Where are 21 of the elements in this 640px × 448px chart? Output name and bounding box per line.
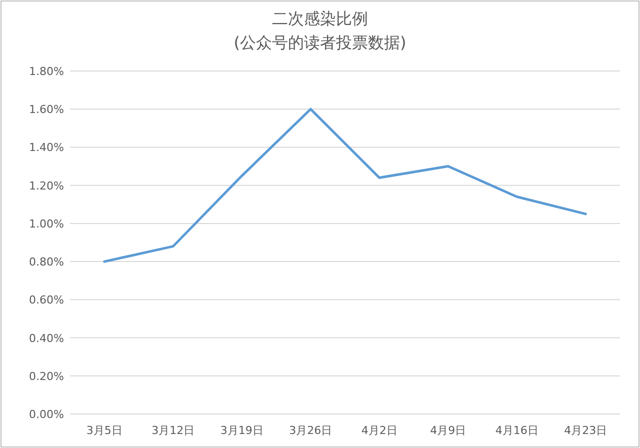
x-tick-label: 3月19日 (220, 424, 264, 437)
x-tick-label: 4月9日 (430, 424, 466, 437)
y-tick-label: 1.40% (29, 141, 64, 154)
y-tick-label: 0.00% (29, 408, 64, 421)
y-tick-label: 1.00% (29, 217, 64, 230)
x-tick-label: 4月23日 (564, 424, 608, 437)
x-tick-label: 3月12日 (152, 424, 195, 437)
y-tick-label: 0.80% (29, 256, 64, 269)
chart-title: 二次感染比例 (272, 9, 368, 28)
y-tick-label: 1.60% (29, 103, 64, 116)
x-tick-label: 3月26日 (289, 424, 332, 437)
chart-subtitle: (公众号的读者投票数据) (234, 33, 406, 52)
line-series (103, 108, 587, 263)
y-tick-label: 1.80% (29, 65, 64, 78)
x-tick-label: 4月16日 (495, 424, 538, 437)
y-tick-label: 0.60% (29, 294, 64, 307)
x-tick-label: 3月5日 (86, 424, 122, 437)
y-tick-label: 0.20% (29, 370, 64, 383)
x-tick-label: 4月2日 (361, 424, 398, 437)
y-tick-label: 0.40% (29, 332, 64, 345)
y-tick-label: 1.20% (29, 179, 64, 192)
